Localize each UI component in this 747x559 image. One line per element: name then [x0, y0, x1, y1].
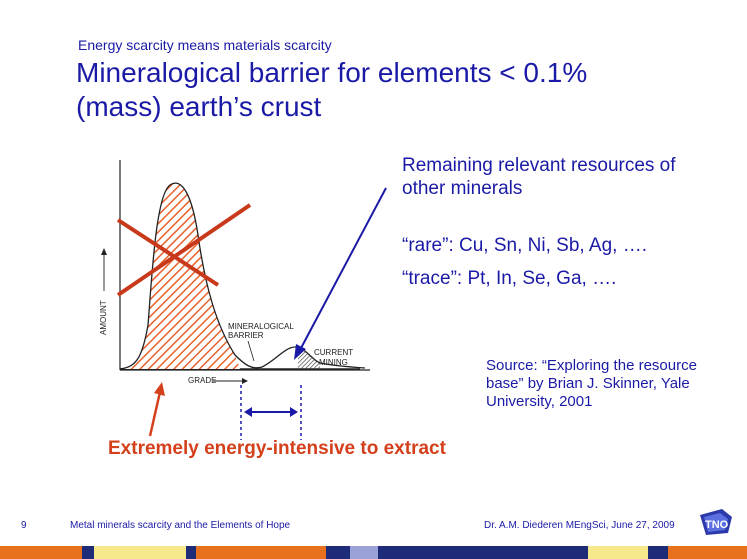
page-number: 9	[21, 520, 27, 531]
slide-title: Mineralogical barrier for elements < 0.1…	[76, 56, 716, 124]
source-line-3: University, 2001	[486, 393, 593, 410]
current-mining-label-1: CURRENT	[314, 348, 353, 357]
current-mining-label-2: MINING	[319, 358, 348, 367]
title-line-2: (mass) earth’s crust	[76, 91, 322, 122]
source-citation: Source: “Exploring the resource base” by…	[486, 357, 736, 411]
cross-line-1	[116, 218, 220, 287]
footer-title: Metal minerals scarcity and the Elements…	[70, 520, 291, 531]
tno-logo: TNO	[700, 509, 732, 535]
main-peak-area	[120, 183, 240, 369]
resources-arrow	[299, 187, 387, 351]
footer-author-date: Dr. A.M. Diederen MEngSci, June 27, 2009	[484, 520, 675, 531]
trace-elements: “trace”: Pt, In, Se, Ga, ….	[402, 268, 617, 289]
current-mining-area	[298, 347, 320, 369]
title-line-1: Mineralogical barrier for elements < 0.1…	[76, 57, 588, 88]
energy-arrow	[148, 391, 162, 437]
y-axis-label: AMOUNT	[99, 300, 108, 335]
barrier-label-1: MINERALOGICAL	[228, 322, 294, 331]
cross-line-2	[116, 203, 252, 297]
footer-color-strip	[0, 546, 747, 559]
energy-callout: Extremely energy-intensive to extract	[108, 438, 446, 459]
source-line-1: Source: “Exploring the resource	[486, 357, 697, 374]
remaining-resources-text: Remaining relevant resources of other mi…	[402, 154, 676, 200]
barrier-label-2: BARRIER	[228, 331, 264, 340]
rare-elements: “rare”: Cu, Sn, Ni, Sb, Ag, ….	[402, 235, 647, 256]
slide-subtitle: Energy scarcity means materials scarcity	[78, 37, 332, 53]
source-line-2: base” by Brian J. Skinner, Yale	[486, 375, 690, 392]
remaining-line-2: other minerals	[402, 178, 523, 199]
logo-text: TNO	[705, 519, 729, 531]
remaining-line-1: Remaining relevant resources of	[402, 155, 676, 176]
grade-distribution-diagram: MINERALOGICAL BARRIER CURRENT MINING GRA…	[99, 160, 370, 385]
x-axis-label: GRADE	[188, 376, 216, 385]
